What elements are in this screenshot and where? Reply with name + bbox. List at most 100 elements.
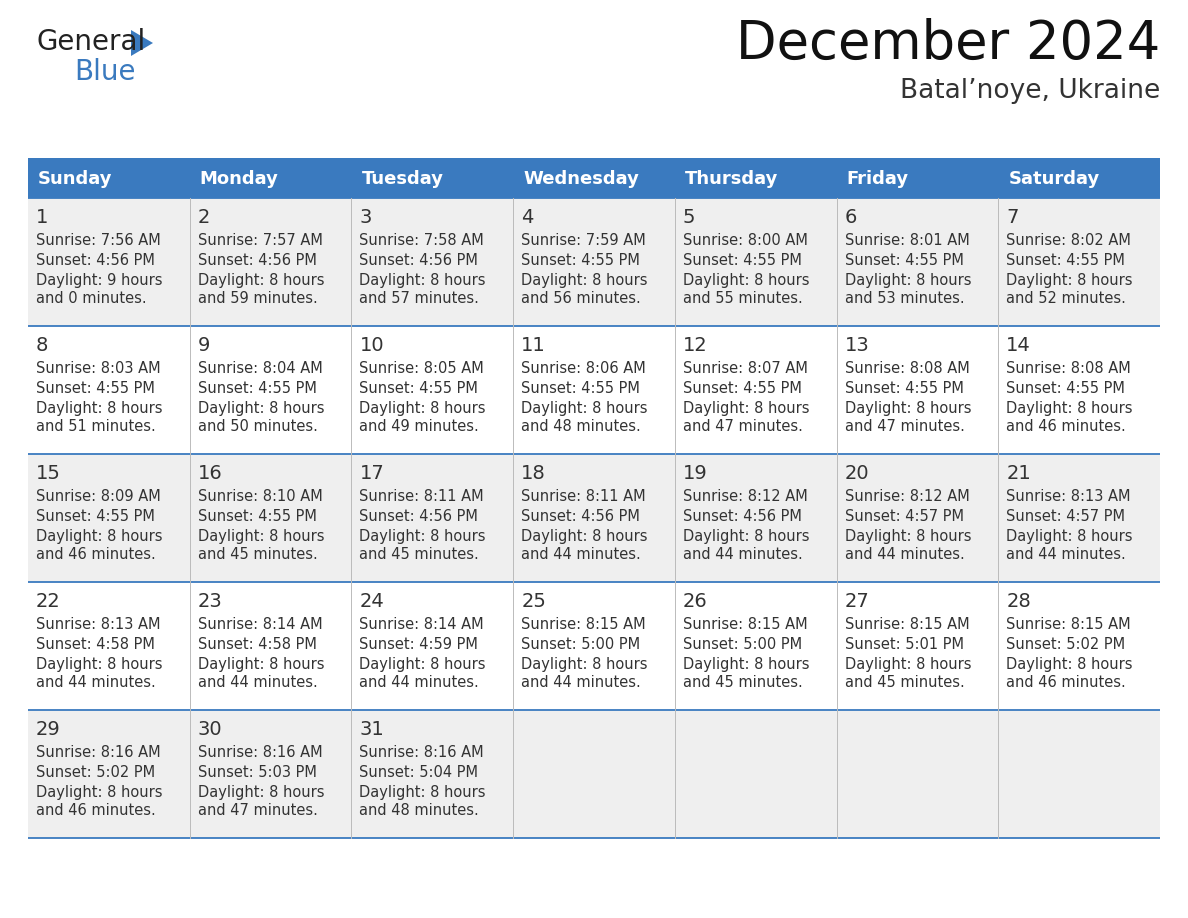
Text: and 46 minutes.: and 46 minutes.: [1006, 675, 1126, 690]
Text: Sunset: 4:55 PM: Sunset: 4:55 PM: [197, 381, 316, 396]
Text: Daylight: 8 hours: Daylight: 8 hours: [197, 401, 324, 416]
Text: Daylight: 8 hours: Daylight: 8 hours: [683, 529, 809, 544]
Bar: [675, 158, 836, 198]
Text: Sunset: 4:55 PM: Sunset: 4:55 PM: [360, 381, 479, 396]
Text: and 52 minutes.: and 52 minutes.: [1006, 291, 1126, 306]
Text: and 46 minutes.: and 46 minutes.: [36, 547, 156, 562]
Text: and 44 minutes.: and 44 minutes.: [360, 675, 479, 690]
Text: Daylight: 8 hours: Daylight: 8 hours: [1006, 273, 1133, 288]
Text: Daylight: 8 hours: Daylight: 8 hours: [36, 529, 163, 544]
Text: and 53 minutes.: and 53 minutes.: [845, 291, 965, 306]
Text: and 49 minutes.: and 49 minutes.: [360, 419, 479, 434]
Text: Daylight: 8 hours: Daylight: 8 hours: [522, 401, 647, 416]
Text: and 45 minutes.: and 45 minutes.: [197, 547, 317, 562]
Bar: [29, 710, 1159, 838]
Text: Sunrise: 8:01 AM: Sunrise: 8:01 AM: [845, 233, 969, 248]
Text: Sunrise: 7:57 AM: Sunrise: 7:57 AM: [197, 233, 323, 248]
Text: 15: 15: [36, 464, 61, 483]
Text: 13: 13: [845, 336, 870, 355]
Text: Daylight: 8 hours: Daylight: 8 hours: [683, 273, 809, 288]
Text: Sunset: 4:56 PM: Sunset: 4:56 PM: [360, 509, 479, 524]
Bar: [998, 158, 1159, 198]
Text: Sunrise: 8:12 AM: Sunrise: 8:12 AM: [683, 489, 808, 504]
Text: 11: 11: [522, 336, 546, 355]
Text: Sunset: 4:56 PM: Sunset: 4:56 PM: [197, 253, 316, 268]
Text: General: General: [36, 28, 145, 56]
Text: Daylight: 8 hours: Daylight: 8 hours: [197, 657, 324, 672]
Text: and 59 minutes.: and 59 minutes.: [197, 291, 317, 306]
Text: Daylight: 8 hours: Daylight: 8 hours: [1006, 657, 1133, 672]
Text: 27: 27: [845, 592, 870, 611]
Text: Sunset: 4:55 PM: Sunset: 4:55 PM: [1006, 253, 1125, 268]
Text: Daylight: 8 hours: Daylight: 8 hours: [1006, 401, 1133, 416]
Text: and 0 minutes.: and 0 minutes.: [36, 291, 146, 306]
Text: 23: 23: [197, 592, 222, 611]
Text: and 46 minutes.: and 46 minutes.: [1006, 419, 1126, 434]
Text: Blue: Blue: [74, 58, 135, 86]
Text: Sunrise: 8:16 AM: Sunrise: 8:16 AM: [197, 745, 322, 760]
Text: and 50 minutes.: and 50 minutes.: [197, 419, 317, 434]
Text: Daylight: 8 hours: Daylight: 8 hours: [36, 785, 163, 800]
Text: and 56 minutes.: and 56 minutes.: [522, 291, 640, 306]
Text: 19: 19: [683, 464, 708, 483]
Text: December 2024: December 2024: [735, 18, 1159, 70]
Text: Batal’noye, Ukraine: Batal’noye, Ukraine: [899, 78, 1159, 104]
Text: Daylight: 8 hours: Daylight: 8 hours: [522, 529, 647, 544]
Text: Sunrise: 8:10 AM: Sunrise: 8:10 AM: [197, 489, 322, 504]
Text: and 44 minutes.: and 44 minutes.: [845, 547, 965, 562]
Text: Sunset: 4:55 PM: Sunset: 4:55 PM: [522, 381, 640, 396]
Bar: [352, 158, 513, 198]
Text: Sunrise: 8:08 AM: Sunrise: 8:08 AM: [845, 361, 969, 376]
Text: Daylight: 8 hours: Daylight: 8 hours: [36, 657, 163, 672]
Text: Saturday: Saturday: [1009, 170, 1100, 188]
Text: and 48 minutes.: and 48 minutes.: [522, 419, 640, 434]
Text: Daylight: 8 hours: Daylight: 8 hours: [360, 401, 486, 416]
Text: Sunrise: 8:09 AM: Sunrise: 8:09 AM: [36, 489, 160, 504]
Text: Daylight: 8 hours: Daylight: 8 hours: [197, 273, 324, 288]
Text: Sunset: 4:58 PM: Sunset: 4:58 PM: [197, 637, 316, 652]
Text: Sunset: 4:57 PM: Sunset: 4:57 PM: [1006, 509, 1125, 524]
Text: and 55 minutes.: and 55 minutes.: [683, 291, 803, 306]
Text: Sunset: 4:55 PM: Sunset: 4:55 PM: [683, 253, 802, 268]
Text: and 48 minutes.: and 48 minutes.: [360, 803, 479, 818]
Text: Sunrise: 8:02 AM: Sunrise: 8:02 AM: [1006, 233, 1131, 248]
Text: Sunrise: 8:14 AM: Sunrise: 8:14 AM: [360, 617, 484, 632]
Text: Daylight: 8 hours: Daylight: 8 hours: [683, 401, 809, 416]
Text: Tuesday: Tuesday: [361, 170, 443, 188]
Text: Sunset: 5:00 PM: Sunset: 5:00 PM: [522, 637, 640, 652]
Text: Sunset: 4:55 PM: Sunset: 4:55 PM: [197, 509, 316, 524]
Text: and 45 minutes.: and 45 minutes.: [845, 675, 965, 690]
Text: and 47 minutes.: and 47 minutes.: [845, 419, 965, 434]
Text: Daylight: 8 hours: Daylight: 8 hours: [845, 401, 971, 416]
Text: and 44 minutes.: and 44 minutes.: [197, 675, 317, 690]
Text: Sunset: 4:55 PM: Sunset: 4:55 PM: [845, 253, 963, 268]
Text: 22: 22: [36, 592, 61, 611]
Text: and 45 minutes.: and 45 minutes.: [683, 675, 803, 690]
Text: Daylight: 8 hours: Daylight: 8 hours: [360, 273, 486, 288]
Text: Sunset: 4:57 PM: Sunset: 4:57 PM: [845, 509, 963, 524]
Text: Sunset: 4:55 PM: Sunset: 4:55 PM: [1006, 381, 1125, 396]
Text: Sunset: 5:01 PM: Sunset: 5:01 PM: [845, 637, 963, 652]
Text: 5: 5: [683, 208, 695, 227]
Polygon shape: [131, 30, 153, 56]
Text: and 57 minutes.: and 57 minutes.: [360, 291, 479, 306]
Text: Sunset: 4:56 PM: Sunset: 4:56 PM: [683, 509, 802, 524]
Text: Sunrise: 7:56 AM: Sunrise: 7:56 AM: [36, 233, 160, 248]
Text: Sunrise: 7:59 AM: Sunrise: 7:59 AM: [522, 233, 646, 248]
Text: 1: 1: [36, 208, 49, 227]
Text: Sunset: 4:56 PM: Sunset: 4:56 PM: [522, 509, 640, 524]
Text: and 44 minutes.: and 44 minutes.: [522, 547, 640, 562]
Text: 14: 14: [1006, 336, 1031, 355]
Text: Monday: Monday: [200, 170, 279, 188]
Text: Daylight: 8 hours: Daylight: 8 hours: [522, 657, 647, 672]
Text: 18: 18: [522, 464, 546, 483]
Text: Sunset: 4:56 PM: Sunset: 4:56 PM: [360, 253, 479, 268]
Text: Daylight: 8 hours: Daylight: 8 hours: [845, 273, 971, 288]
Bar: [513, 158, 675, 198]
Text: Sunrise: 8:15 AM: Sunrise: 8:15 AM: [845, 617, 969, 632]
Text: 12: 12: [683, 336, 708, 355]
Text: Daylight: 8 hours: Daylight: 8 hours: [845, 657, 971, 672]
Text: Sunrise: 8:16 AM: Sunrise: 8:16 AM: [36, 745, 160, 760]
Text: 7: 7: [1006, 208, 1018, 227]
Text: Sunrise: 8:00 AM: Sunrise: 8:00 AM: [683, 233, 808, 248]
